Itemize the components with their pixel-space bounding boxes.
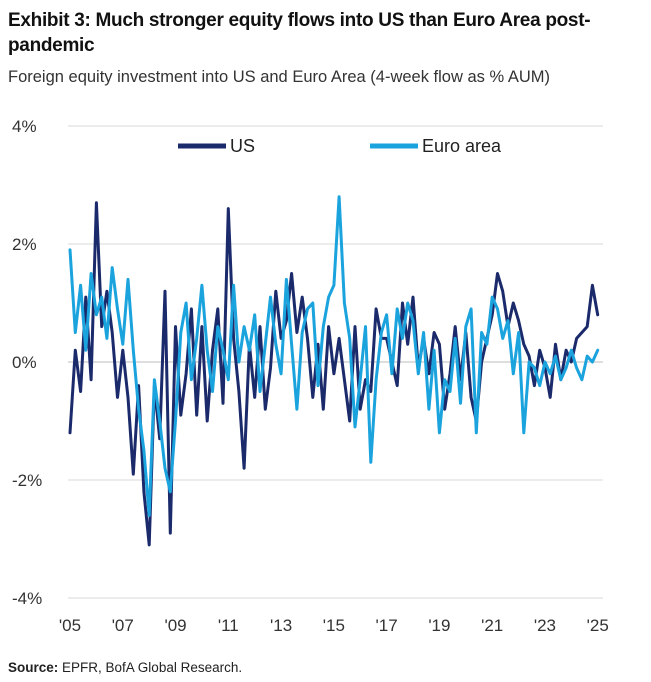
y-tick-label: -2% <box>12 471 42 490</box>
x-tick-label: '25 <box>587 616 609 635</box>
x-tick-label: '15 <box>323 616 345 635</box>
series-lines <box>68 195 600 547</box>
x-tick-label: '09 <box>164 616 186 635</box>
x-tick-label: '21 <box>481 616 503 635</box>
legend: US Euro area <box>178 136 502 156</box>
x-tick-label: '19 <box>428 616 450 635</box>
y-axis-ticks: 4% 2% 0% -2% -4% <box>12 117 42 608</box>
x-tick-label: '13 <box>270 616 292 635</box>
source-text: EPFR, BofA Global Research. <box>62 660 243 675</box>
source-label: Source: <box>8 660 59 675</box>
legend-label-euro-area: Euro area <box>422 136 502 156</box>
legend-label-us: US <box>230 136 255 156</box>
series-line-euro-area <box>68 195 600 517</box>
x-tick-label: '17 <box>376 616 398 635</box>
chart-title: Exhibit 3: Much stronger equity flows in… <box>8 10 591 56</box>
x-tick-label: '05 <box>59 616 81 635</box>
y-tick-label: 2% <box>12 235 37 254</box>
chart-subtitle: Foreign equity investment into US and Eu… <box>8 68 550 86</box>
y-tick-label: 4% <box>12 117 37 136</box>
series-line-us <box>68 201 600 547</box>
chart-svg: 4% 2% 0% -2% -4% '05 '07 '09 '11 '13 '15 '17 '19 '21… <box>12 117 609 635</box>
x-tick-label: '07 <box>112 616 134 635</box>
y-tick-label: -4% <box>12 589 42 608</box>
y-tick-label: 0% <box>12 353 37 372</box>
x-tick-label: '11 <box>218 616 239 635</box>
x-axis-ticks: '05 '07 '09 '11 '13 '15 '17 '19 '21 '23 '25 <box>59 616 609 635</box>
x-tick-label: '23 <box>534 616 556 635</box>
source-note: Source: EPFR, BofA Global Research. <box>8 660 242 675</box>
